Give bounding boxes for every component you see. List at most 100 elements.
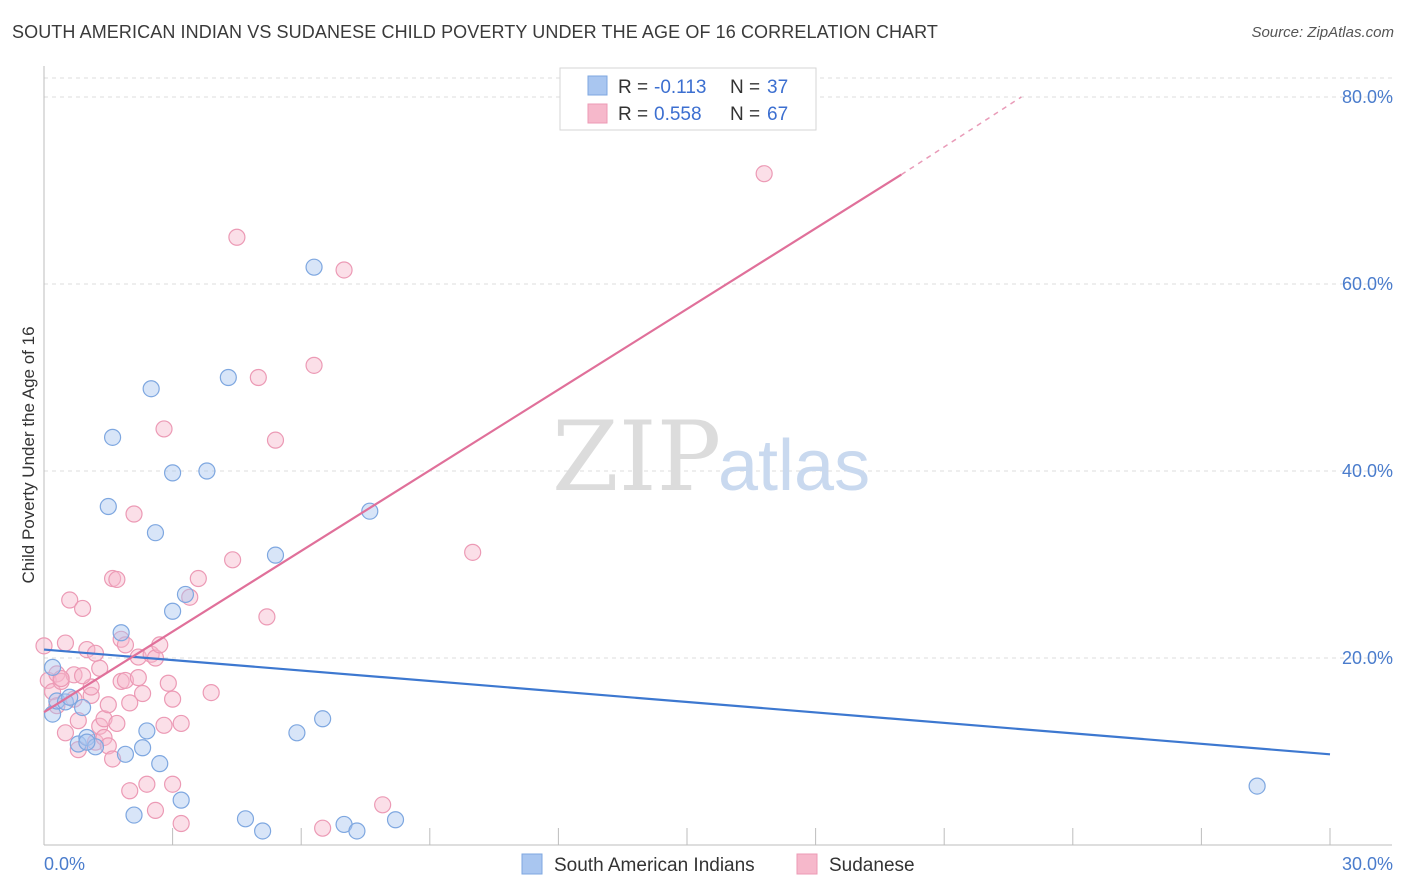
data-point-sudanese [99, 737, 117, 755]
legend-n-label: N = [730, 77, 760, 98]
data-point-sudanese [95, 710, 113, 728]
data-point-south-american-indian [1248, 777, 1266, 795]
data-point-south-american-indian [99, 497, 117, 516]
trend-line-sudanese-extension [900, 96, 1022, 176]
data-point-south-american-indian [112, 624, 130, 642]
data-point-sudanese [228, 228, 246, 246]
y-axis-label: Child Poverty Under the Age of 16 [19, 326, 38, 583]
data-point-sudanese [314, 819, 332, 837]
data-point-sudanese [133, 684, 152, 703]
data-point-sudanese [146, 801, 165, 820]
legend-swatch-sudanese[interactable] [796, 853, 818, 875]
legend-swatch-blue [587, 75, 608, 96]
legend-r-value: 0.558 [654, 104, 702, 125]
data-point-sudanese [258, 608, 276, 626]
x-tick-labels: 0.0% 30.0% [44, 854, 1393, 874]
legend-r-label: R = [618, 77, 648, 98]
data-point-south-american-indian [314, 710, 332, 728]
data-point-south-american-indian [348, 822, 366, 840]
data-point-sudanese [108, 714, 126, 733]
legend-r-label: R = [618, 104, 648, 125]
data-point-south-american-indian [164, 602, 182, 620]
y-tick-label: 20.0% [1342, 648, 1393, 668]
watermark: ZIP atlas [552, 401, 870, 513]
data-point-sudanese [121, 782, 139, 800]
data-point-sudanese [266, 431, 285, 449]
legend-n-label: N = [730, 104, 760, 125]
grid-lines [44, 77, 1392, 659]
data-point-sudanese [249, 368, 267, 387]
trend-line-south-american-indians [43, 648, 1331, 756]
data-point-south-american-indian [164, 464, 182, 482]
data-point-sudanese [172, 714, 190, 733]
data-point-south-american-indian [146, 524, 165, 542]
correlation-legend: R = -0.113 N = 37 R = 0.558 N = 67 [559, 67, 817, 131]
data-point-sudanese [56, 634, 75, 652]
data-point-south-american-indian [78, 728, 96, 747]
data-point-sudanese [39, 671, 57, 690]
data-point-sudanese [755, 165, 773, 183]
data-point-south-american-indian [125, 806, 143, 824]
data-point-south-american-indian [78, 733, 96, 751]
data-point-sudanese [129, 669, 147, 687]
data-point-sudanese [116, 671, 135, 690]
data-point-sudanese [61, 591, 79, 609]
legend-swatch-pink [587, 103, 608, 124]
data-point-sudanese [189, 569, 207, 588]
data-point-sudanese [155, 716, 173, 734]
data-point-sudanese [121, 694, 139, 712]
data-point-sudanese [155, 420, 173, 438]
data-point-south-american-indian [138, 722, 156, 740]
data-point-south-american-indian [73, 698, 92, 717]
legend-n-value: 37 [767, 77, 788, 98]
x-tick-label: 0.0% [44, 854, 85, 874]
chart-title: SOUTH AMERICAN INDIAN VS SUDANESE CHILD … [12, 22, 939, 42]
data-point-south-american-indian [266, 546, 285, 564]
trend-lines [43, 96, 1331, 756]
legend-n-value: 67 [767, 104, 788, 125]
source-credit: Source: ZipAtlas.com [1251, 24, 1394, 41]
axes [43, 66, 1392, 846]
data-point-sudanese [69, 712, 87, 730]
data-point-sudanese [103, 750, 122, 768]
legend-swatch-south-american-indians[interactable] [521, 853, 543, 875]
data-point-sudanese [305, 356, 323, 374]
data-point-sudanese [35, 637, 53, 655]
data-point-sudanese [95, 728, 113, 747]
data-point-sudanese [374, 796, 392, 814]
data-point-sudanese [172, 814, 190, 833]
data-point-sudanese [125, 505, 143, 523]
watermark-zip: ZIP [552, 401, 721, 513]
y-tick-label: 60.0% [1342, 274, 1393, 294]
data-point-sudanese [164, 690, 182, 708]
legend-label-sudanese[interactable]: Sudanese [829, 855, 915, 876]
data-point-south-american-indian [386, 811, 405, 829]
y-tick-label: 80.0% [1342, 87, 1393, 107]
data-point-sudanese [164, 775, 182, 793]
data-point-south-american-indian [236, 810, 255, 828]
data-point-sudanese [56, 724, 75, 742]
legend-label-south-american-indians[interactable]: South American Indians [554, 855, 755, 876]
data-point-south-american-indian [219, 368, 237, 387]
y-tick-labels: 20.0% 40.0% 60.0% 80.0% [1342, 87, 1393, 668]
data-point-south-american-indian [151, 755, 169, 773]
data-point-sudanese [159, 674, 177, 692]
south-american-indian-points [43, 258, 1266, 840]
data-point-sudanese [464, 543, 482, 561]
data-point-south-american-indian [305, 258, 323, 276]
data-point-sudanese [108, 570, 126, 589]
data-point-sudanese [138, 775, 156, 793]
data-point-south-american-indian [172, 791, 190, 809]
data-point-south-american-indian [176, 585, 195, 604]
data-point-sudanese [99, 696, 117, 714]
data-point-south-american-indian [198, 462, 216, 480]
data-point-sudanese [73, 667, 92, 685]
data-point-south-american-indian [103, 428, 122, 446]
data-point-sudanese [202, 683, 220, 702]
data-point-south-american-indian [288, 724, 306, 742]
data-point-south-american-indian [254, 822, 272, 840]
y-tick-label: 40.0% [1342, 461, 1393, 481]
data-point-south-american-indian [142, 380, 160, 398]
x-tick-label: 30.0% [1342, 854, 1393, 874]
